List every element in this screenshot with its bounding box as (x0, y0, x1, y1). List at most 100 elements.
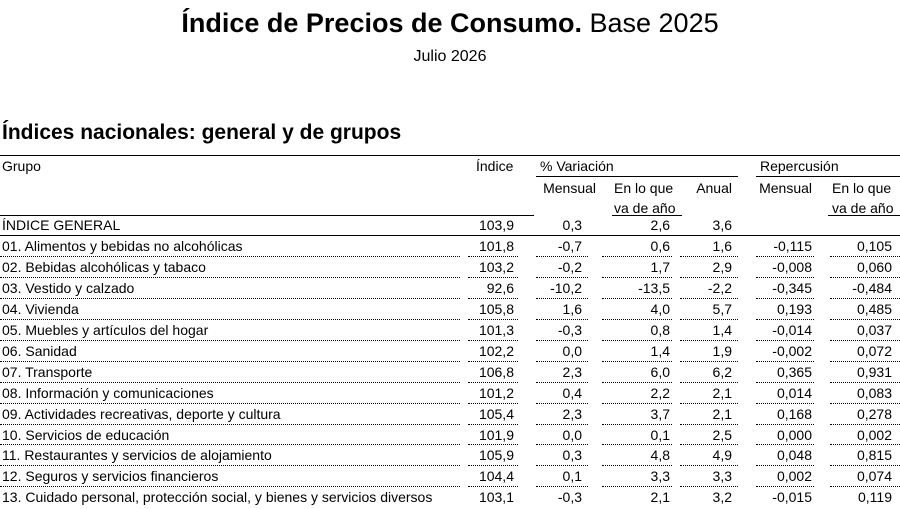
row-separator (756, 423, 814, 425)
row-separator (680, 276, 738, 278)
cell-grupo: 09. Actividades recreativas, deporte y c… (2, 405, 281, 422)
cell-mensual: 0,3 (562, 217, 582, 233)
cell-mensual: 0,0 (562, 426, 582, 443)
subheader-rep-ytd-line1: En lo que (832, 180, 892, 196)
cell-rep-ytd: 0,815 (856, 447, 892, 464)
header-bottom-rule-main (0, 215, 534, 216)
cell-indice: 103,9 (478, 217, 514, 233)
row-separator (602, 486, 672, 488)
cell-indice: 101,9 (478, 426, 514, 443)
cell-anual: 1,6 (712, 237, 732, 254)
row-separator (468, 486, 518, 488)
row-separator (680, 465, 738, 467)
cell-mensual: 0,0 (562, 342, 582, 359)
row-separator (468, 381, 518, 383)
cell-rep-mensual: 0,014 (776, 384, 812, 401)
row-separator (680, 297, 738, 299)
cell-rep-mensual: -0,015 (772, 489, 812, 506)
row-separator (0, 255, 460, 257)
title-base: Base 2025 (589, 8, 719, 38)
cell-mensual: -0,7 (557, 237, 582, 254)
row-separator (468, 255, 518, 257)
cell-anual: 2,1 (712, 384, 732, 401)
cell-anual: -2,2 (707, 279, 732, 296)
cell-anual-ytd: 2,6 (650, 217, 670, 233)
subheader-anual: Anual (696, 180, 732, 196)
subheader-ytd-line2: va de año (614, 200, 676, 216)
cell-indice: 101,2 (478, 384, 514, 401)
cell-indice: 103,2 (478, 258, 514, 275)
row-separator (536, 318, 588, 320)
row-separator (536, 360, 588, 362)
row-separator (536, 465, 588, 467)
row-separator (0, 381, 460, 383)
row-separator (468, 276, 518, 278)
row-separator (830, 255, 900, 257)
cell-mensual: -10,2 (550, 279, 582, 296)
cell-anual-ytd: 0,8 (650, 321, 670, 338)
cell-rep-ytd: 0,060 (856, 258, 892, 275)
cell-grupo: ÍNDICE GENERAL (2, 217, 121, 233)
row-separator (602, 423, 672, 425)
row-separator (0, 339, 460, 341)
section-title: Índices nacionales: general y de grupos (2, 121, 402, 144)
row-separator (602, 465, 672, 467)
row-separator (602, 402, 672, 404)
row-separator (680, 339, 738, 341)
cell-rep-mensual: -0,345 (772, 279, 812, 296)
cell-indice: 105,4 (478, 405, 514, 422)
row-separator (536, 339, 588, 341)
row-separator (830, 402, 900, 404)
cell-indice: 101,3 (478, 321, 514, 338)
title-main: Índice de Precios de Consumo. (181, 8, 582, 38)
cell-grupo: 04. Vivienda (2, 300, 79, 317)
cell-grupo: 02. Bebidas alcohólicas y tabaco (2, 258, 206, 275)
cell-indice: 102,2 (478, 342, 514, 359)
header-bottom-rule-rep (828, 215, 900, 216)
row-separator (680, 402, 738, 404)
cell-anual-ytd: 1,7 (650, 258, 670, 275)
cell-rep-ytd: 0,002 (856, 426, 892, 443)
cell-indice: 104,4 (478, 468, 514, 485)
row-separator (468, 360, 518, 362)
cell-indice: 101,8 (478, 237, 514, 254)
subheader-rep-mensual: Mensual (759, 180, 812, 196)
row-separator (536, 255, 588, 257)
cell-anual-ytd: 1,4 (650, 342, 670, 359)
row-separator (0, 402, 460, 404)
row-separator (830, 423, 900, 425)
row-separator (756, 255, 814, 257)
header-grupo: Grupo (2, 158, 41, 174)
row-separator (602, 318, 672, 320)
cell-anual: 1,9 (712, 342, 732, 359)
row-separator (680, 423, 738, 425)
cell-anual: 4,9 (712, 447, 732, 464)
cell-anual-ytd: 0,6 (650, 237, 670, 254)
row-separator (0, 444, 460, 446)
cell-rep-mensual: -0,115 (773, 237, 812, 254)
row-separator (536, 297, 588, 299)
cell-rep-ytd: 0,037 (856, 321, 892, 338)
row-separator (680, 486, 738, 488)
row-separator (468, 423, 518, 425)
page-title: Índice de Precios de Consumo. Base 2025 (0, 6, 900, 40)
row-separator (0, 423, 460, 425)
cell-anual: 3,6 (712, 217, 732, 233)
cell-mensual: 0,3 (562, 447, 582, 464)
cell-anual-ytd: -13,5 (638, 279, 670, 296)
cell-anual: 3,3 (712, 468, 732, 485)
cell-anual-ytd: 6,0 (650, 363, 670, 380)
row-separator (830, 318, 900, 320)
cell-anual-ytd: 2,1 (650, 489, 670, 506)
cell-rep-mensual: 0,000 (776, 426, 812, 443)
row-separator (468, 297, 518, 299)
subheader-ytd-line1: En lo que (614, 180, 674, 196)
cell-grupo: 08. Información y comunicaciones (2, 384, 214, 401)
row-separator (680, 444, 738, 446)
header-variacion: % Variación (540, 158, 614, 174)
cell-anual-ytd: 2,2 (650, 384, 670, 401)
cell-anual: 2,9 (712, 258, 732, 275)
row-separator (830, 465, 900, 467)
row-separator (756, 318, 814, 320)
cell-rep-ytd: 0,278 (856, 405, 892, 422)
